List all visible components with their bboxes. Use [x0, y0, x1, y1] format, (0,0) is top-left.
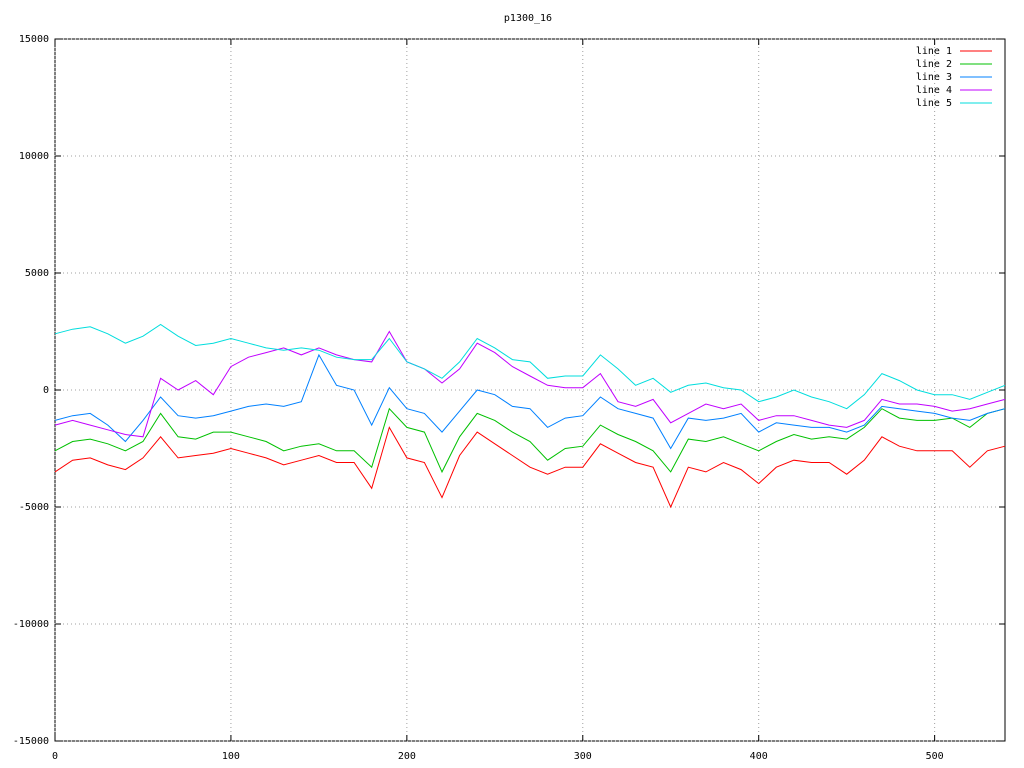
- y-tick-label: 10000: [19, 151, 49, 162]
- x-tick-label: 0: [52, 751, 58, 762]
- legend-label: line 5: [916, 98, 952, 109]
- data-line: [54, 330, 1006, 438]
- x-tick-label: 200: [398, 751, 416, 762]
- chart-title: p1300_16: [504, 13, 552, 24]
- y-tick-label: 5000: [25, 268, 49, 279]
- data-line: [54, 426, 1006, 509]
- x-tick-label: 100: [222, 751, 240, 762]
- legend-label: line 2: [916, 59, 952, 70]
- y-tick-label: 15000: [19, 34, 49, 45]
- data-line: [54, 407, 1006, 474]
- data-line: [54, 353, 1006, 450]
- x-tick-label: 300: [574, 751, 592, 762]
- legend-label: line 3: [916, 72, 952, 83]
- x-tick-label: 400: [750, 751, 768, 762]
- legend-label: line 4: [916, 85, 952, 96]
- y-tick-label: -10000: [13, 619, 49, 630]
- y-tick-label: -5000: [19, 502, 49, 513]
- y-tick-label: 0: [43, 385, 49, 396]
- x-tick-label: 500: [926, 751, 944, 762]
- plot-frame: [54, 38, 1006, 742]
- y-tick-label: -15000: [13, 736, 49, 747]
- legend-label: line 1: [916, 46, 952, 57]
- data-line: [54, 323, 1006, 410]
